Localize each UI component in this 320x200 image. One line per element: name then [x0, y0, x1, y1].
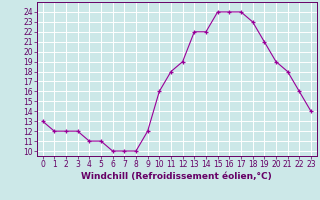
X-axis label: Windchill (Refroidissement éolien,°C): Windchill (Refroidissement éolien,°C): [81, 172, 272, 181]
